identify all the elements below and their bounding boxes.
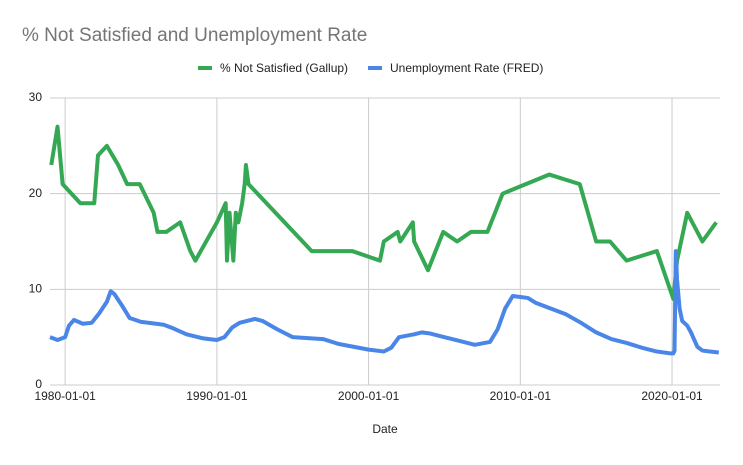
legend-label: % Not Satisfied (Gallup) [220, 61, 348, 75]
x-tick-label: 2010-01-01 [490, 389, 552, 403]
chart-title: % Not Satisfied and Unemployment Rate [22, 25, 367, 46]
series-line [49, 249, 720, 356]
x-tick-label: 2000-01-01 [338, 389, 400, 403]
x-tick-label: 2020-01-01 [641, 389, 703, 403]
x-tick-label: 1990-01-01 [186, 389, 248, 403]
y-tick-label: 10 [29, 282, 43, 296]
x-axis-label: Date [372, 422, 398, 436]
x-tick-label: 1980-01-01 [34, 389, 96, 403]
series-line [49, 124, 718, 301]
y-tick-label: 20 [29, 186, 43, 200]
y-tick-label: 30 [29, 90, 43, 104]
legend-label: Unemployment Rate (FRED) [390, 61, 543, 75]
y-tick-label: 0 [35, 377, 42, 391]
